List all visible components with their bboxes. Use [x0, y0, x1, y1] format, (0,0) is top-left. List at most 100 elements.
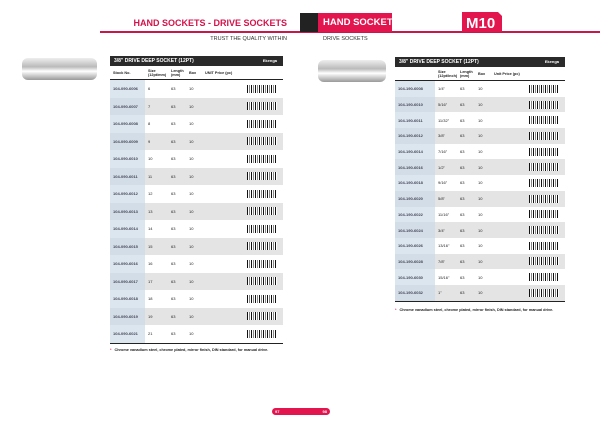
barcode [529, 273, 559, 282]
length-cell: 63 [171, 86, 176, 92]
stock-no-cell: 104-190-6012 [395, 128, 435, 144]
table-end-rule [110, 342, 283, 344]
length-cell: 63 [460, 243, 465, 249]
table-row: 104-190-6011 11/32" 63 10 [395, 112, 565, 129]
barcode [529, 116, 559, 125]
box-cell: 10 [189, 208, 194, 214]
barcode [247, 277, 277, 286]
size-cell: 8 [148, 121, 151, 127]
length-cell: 63 [460, 102, 465, 108]
box-cell: 10 [189, 296, 194, 302]
box-cell: 10 [189, 313, 194, 319]
size-cell: 1/2" [438, 164, 445, 170]
stock-no-cell: 104-190-6030 [395, 269, 435, 285]
socket-image [22, 58, 97, 80]
stock-no-cell: 104-090-6017 [110, 272, 145, 290]
barcode [529, 226, 559, 235]
barcode [529, 163, 559, 172]
box-cell: 10 [189, 226, 194, 232]
stock-no-cell: 104-190-6010 [395, 96, 435, 113]
length-cell: 63 [460, 211, 465, 217]
box-cell: 10 [478, 243, 483, 249]
table-row: 104-190-6008 1/4" 63 10 [395, 81, 565, 97]
length-cell: 63 [460, 86, 465, 92]
table-row: 104-190-6016 1/2" 63 10 [395, 159, 565, 176]
size-cell: 15 [148, 243, 153, 249]
length-cell: 63 [171, 313, 176, 319]
box-cell: 10 [478, 164, 483, 170]
size-cell: 21 [148, 331, 153, 337]
box-cell: 10 [478, 180, 483, 186]
table-row: 104-190-6018 9/16" 63 10 [395, 175, 565, 191]
table-row: 104-190-6026 13/16" 63 10 [395, 237, 565, 254]
barcode [247, 137, 277, 146]
box-cell: 10 [189, 121, 194, 127]
barcode [529, 241, 559, 250]
length-cell: 63 [171, 296, 176, 302]
page-number-right: 98 [300, 408, 330, 415]
stock-no-cell: 104-190-6024 [395, 222, 435, 238]
box-cell: 10 [478, 258, 483, 264]
table-row: 104-090-6017 17 63 10 [110, 272, 283, 290]
table-row: 104-090-6013 13 63 10 [110, 202, 283, 220]
column-header: Box [189, 70, 197, 75]
barcode [529, 84, 559, 93]
barcode [247, 154, 277, 163]
table-row: 104-190-6032 1" 63 10 [395, 284, 565, 301]
barcode [529, 288, 559, 297]
size-cell: 9 [148, 138, 151, 144]
table-title: 3/8" DRIVE DEEP SOCKET (12PT) Ekenga [110, 56, 283, 66]
barcode [529, 194, 559, 203]
table-row: 104-190-6022 11/16" 63 10 [395, 206, 565, 223]
box-cell: 10 [189, 243, 194, 249]
barcode [247, 189, 277, 198]
box-cell: 10 [478, 149, 483, 155]
length-cell: 63 [171, 243, 176, 249]
box-cell: 10 [189, 278, 194, 284]
size-cell: 11/32" [438, 117, 450, 123]
box-cell: 10 [478, 290, 483, 296]
stock-no-cell: 104-090-6018 [110, 290, 145, 308]
length-cell: 63 [460, 258, 465, 264]
barcode [247, 207, 277, 216]
column-header: Size (12pt/mm) [148, 68, 167, 77]
stock-no-cell: 104-090-6006 [110, 80, 145, 98]
box-cell: 10 [478, 227, 483, 233]
length-cell: 63 [171, 226, 176, 232]
right-product-table: 3/8" DRIVE DEEP SOCKET (12PT) Ekenga Size … [395, 57, 565, 302]
box-cell: 10 [189, 331, 194, 337]
box-cell: 10 [478, 86, 483, 92]
stock-no-cell: 104-190-6020 [395, 190, 435, 207]
stock-no-cell: 104-090-6021 [110, 325, 145, 343]
barcode [529, 257, 559, 266]
length-cell: 63 [171, 261, 176, 267]
size-cell: 7/8" [438, 258, 445, 264]
stock-no-cell: 104-090-6012 [110, 185, 145, 203]
barcode [529, 131, 559, 140]
stock-no-cell: 104-190-6016 [395, 159, 435, 176]
barcode [529, 178, 559, 187]
table-row: 104-190-6012 3/8" 63 10 [395, 128, 565, 144]
stock-no-cell: 104-090-6011 [110, 167, 145, 185]
length-cell: 63 [460, 180, 465, 186]
table-row: 104-190-6014 7/16" 63 10 [395, 143, 565, 160]
stock-no-cell: 104-190-6018 [395, 175, 435, 191]
table-row: 104-190-6020 5/8" 63 10 [395, 190, 565, 207]
svg-text:M10: M10 [466, 15, 495, 32]
size-cell: 3/4" [438, 227, 445, 233]
box-cell: 10 [189, 191, 194, 197]
size-cell: 17 [148, 278, 153, 284]
barcode [247, 172, 277, 181]
subsection: DRIVE SOCKETS [323, 36, 368, 42]
length-cell: 63 [171, 103, 176, 109]
box-cell: 10 [478, 211, 483, 217]
table-row: 104-190-6010 5/16" 63 10 [395, 96, 565, 113]
size-cell: 12 [148, 191, 153, 197]
size-cell: 11 [148, 173, 153, 179]
size-cell: 1" [438, 290, 442, 296]
barcode [247, 312, 277, 321]
brand-label: Ekenga [544, 59, 559, 64]
size-cell: 7 [148, 103, 151, 109]
stock-no-cell: 104-190-6011 [395, 112, 435, 129]
box-cell: 10 [478, 102, 483, 108]
